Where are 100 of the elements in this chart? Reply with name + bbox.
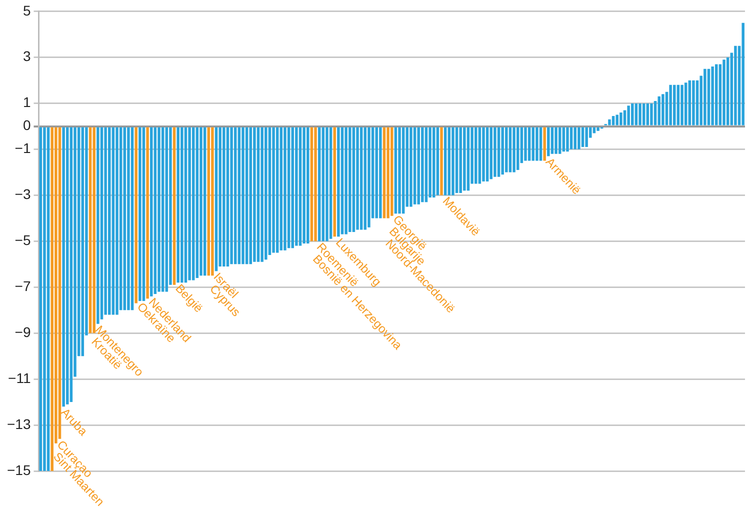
- bar: [352, 127, 356, 232]
- bar: [344, 127, 348, 234]
- bar: [486, 127, 489, 182]
- bar: [734, 46, 737, 126]
- bar: [684, 82, 688, 126]
- bar: [539, 127, 542, 161]
- bar: [226, 127, 230, 266]
- bar: [620, 112, 622, 126]
- bar: [562, 127, 566, 152]
- bar: [340, 127, 344, 234]
- bar: [184, 127, 188, 283]
- bar: [497, 127, 500, 177]
- bar: [711, 66, 714, 126]
- y-tick-label: −11: [8, 370, 31, 386]
- bar: [398, 127, 401, 214]
- bar: [264, 127, 268, 260]
- bar: [658, 96, 660, 126]
- bar: [413, 127, 416, 204]
- bar: [432, 127, 436, 198]
- bar: [66, 127, 69, 404]
- bar: [326, 127, 328, 242]
- bar: [440, 127, 443, 196]
- bar: [581, 127, 584, 147]
- bar: [608, 119, 611, 126]
- bar: [158, 127, 160, 292]
- bar: [448, 127, 451, 196]
- bar: [108, 127, 111, 315]
- bar: [203, 127, 206, 276]
- bar: [39, 127, 42, 471]
- bar: [329, 127, 332, 239]
- bar: [714, 64, 718, 126]
- bar: [134, 127, 138, 304]
- bar: [455, 127, 458, 193]
- bar: [402, 127, 405, 214]
- y-tick-label: −5: [14, 232, 31, 248]
- bar: [249, 127, 252, 264]
- bar: [494, 127, 496, 177]
- y-tick-label: −13: [7, 416, 31, 432]
- bar: [81, 127, 84, 356]
- bar: [310, 127, 314, 242]
- bar: [242, 127, 244, 264]
- bar: [119, 127, 122, 310]
- bar: [50, 127, 54, 471]
- bar: [127, 127, 130, 310]
- bar: [322, 127, 325, 242]
- bar: [444, 127, 447, 196]
- bar: [123, 127, 126, 310]
- bar: [260, 127, 264, 262]
- bar: [688, 80, 692, 126]
- bar: [726, 57, 730, 126]
- bar: [673, 84, 676, 126]
- bar: [253, 127, 256, 262]
- bar: [669, 84, 672, 126]
- bar: [46, 127, 50, 471]
- bar: [146, 127, 149, 299]
- bar: [287, 127, 290, 248]
- bar: [421, 127, 424, 202]
- bar: [616, 114, 618, 126]
- bar: [650, 103, 653, 126]
- bar: [566, 127, 569, 152]
- bar: [298, 127, 302, 246]
- bar: [547, 127, 550, 156]
- bar: [646, 103, 650, 126]
- bar: [436, 127, 440, 196]
- bar: [291, 127, 294, 248]
- bar: [272, 127, 275, 253]
- bar: [459, 127, 462, 193]
- bar: [508, 127, 512, 172]
- bar: [165, 127, 168, 292]
- bar: [222, 127, 226, 266]
- bar: [245, 127, 248, 264]
- y-tick-label: −9: [14, 324, 31, 340]
- bar: [428, 127, 432, 198]
- bar: [96, 127, 100, 324]
- y-tick-label: 0: [22, 117, 31, 134]
- bar: [302, 127, 306, 244]
- bar: [410, 127, 412, 207]
- bar: [314, 127, 317, 242]
- bar: [612, 116, 615, 126]
- bar: [463, 127, 466, 191]
- bar: [585, 127, 588, 147]
- y-tick-label: −1: [14, 140, 31, 156]
- bar: [234, 127, 237, 264]
- bar: [284, 127, 286, 250]
- bar: [722, 60, 726, 126]
- bar: [704, 68, 706, 126]
- bar: [192, 127, 195, 280]
- bar: [680, 84, 684, 126]
- bar: [200, 127, 202, 276]
- bar: [214, 127, 218, 272]
- bar: [138, 127, 142, 301]
- bar: [550, 127, 554, 154]
- bar: [390, 127, 394, 216]
- bar: [43, 127, 46, 471]
- bar: [596, 127, 600, 131]
- bar: [364, 127, 367, 230]
- bar: [348, 127, 352, 232]
- bar: [375, 127, 378, 218]
- bar: [707, 68, 710, 126]
- bar: [116, 127, 118, 315]
